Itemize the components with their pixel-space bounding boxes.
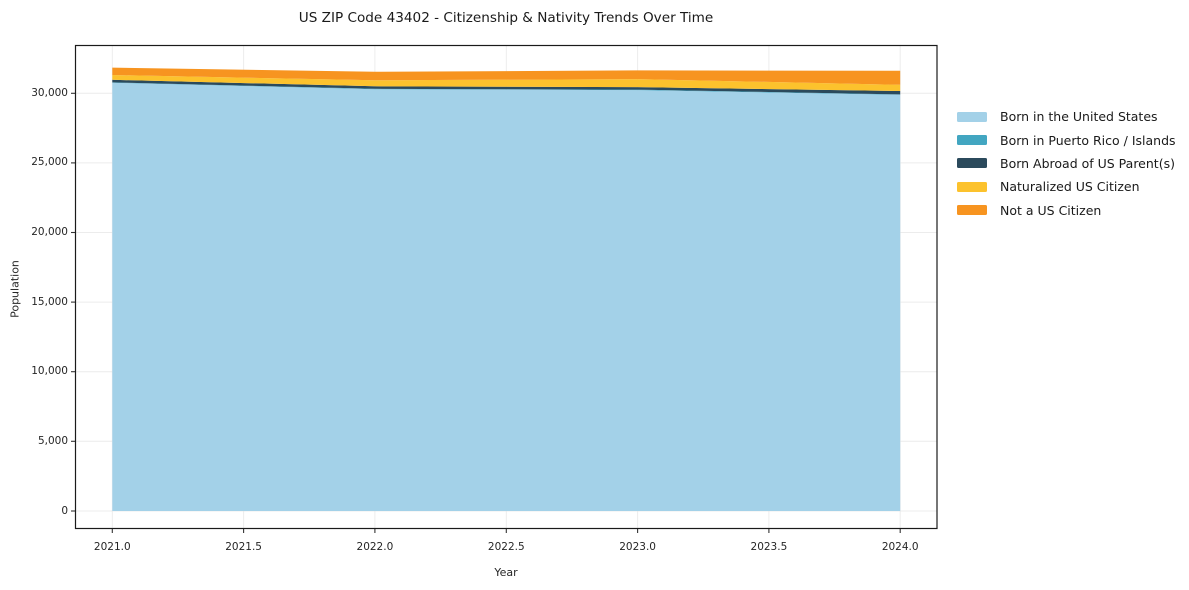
legend-item-not-a-us-citizen: Not a US Citizen: [957, 199, 1176, 222]
y-tick-label: 20,000: [31, 226, 68, 238]
area-born-in-the-united-states: [112, 82, 901, 512]
area-naturalized-us-citizen: [112, 75, 901, 91]
x-tick-label: 2022.0: [356, 541, 394, 553]
legend-swatch-icon: [957, 158, 987, 169]
area-born-abroad-of-us-parent-s: [112, 79, 901, 95]
legend-item-naturalized-us-citizen: Naturalized US Citizen: [957, 175, 1176, 198]
legend-item-born-in-puerto-rico-islands: Born in Puerto Rico / Islands: [957, 128, 1176, 151]
x-tick-label: 2023.5: [750, 541, 788, 553]
chart-title: US ZIP Code 43402 - Citizenship & Nativi…: [298, 10, 714, 26]
x-tick-label: 2021.0: [93, 541, 131, 553]
legend-swatch-icon: [957, 135, 987, 146]
legend-item-born-abroad-of-us-parent-s: Born Abroad of US Parent(s): [957, 152, 1176, 175]
x-tick-label: 2023.0: [619, 541, 656, 553]
legend-item-born-in-the-united-states: Born in the United States: [957, 105, 1176, 128]
y-tick-label: 5,000: [37, 434, 68, 447]
legend-label: Born Abroad of US Parent(s): [1000, 155, 1175, 171]
x-tick-label: 2022.5: [487, 541, 525, 553]
legend-label: Not a US Citizen: [1000, 202, 1102, 218]
legend-label: Naturalized US Citizen: [1000, 179, 1140, 195]
legend-label: Born in the United States: [1000, 109, 1158, 125]
legend-label: Born in Puerto Rico / Islands: [1000, 132, 1176, 148]
legend-swatch-icon: [957, 111, 987, 122]
y-tick-label: 30,000: [31, 86, 68, 99]
plot-frame: [74, 44, 938, 530]
x-axis-label: Year: [494, 566, 518, 579]
legend-swatch-icon: [957, 205, 987, 216]
legend: Born in the United States Born in Puerto …: [957, 105, 1176, 222]
y-tick-label: 15,000: [31, 295, 68, 308]
area-not-a-us-citizen: [112, 67, 901, 85]
x-tick-label: 2024.0: [881, 541, 919, 553]
y-tick-label: 0: [61, 504, 68, 517]
legend-swatch-icon: [957, 181, 987, 192]
y-axis-label: Population: [8, 260, 22, 318]
y-tick-label: 25,000: [31, 156, 68, 169]
x-tick-label: 2021.5: [225, 541, 262, 553]
y-tick-label: 10,000: [31, 365, 68, 378]
